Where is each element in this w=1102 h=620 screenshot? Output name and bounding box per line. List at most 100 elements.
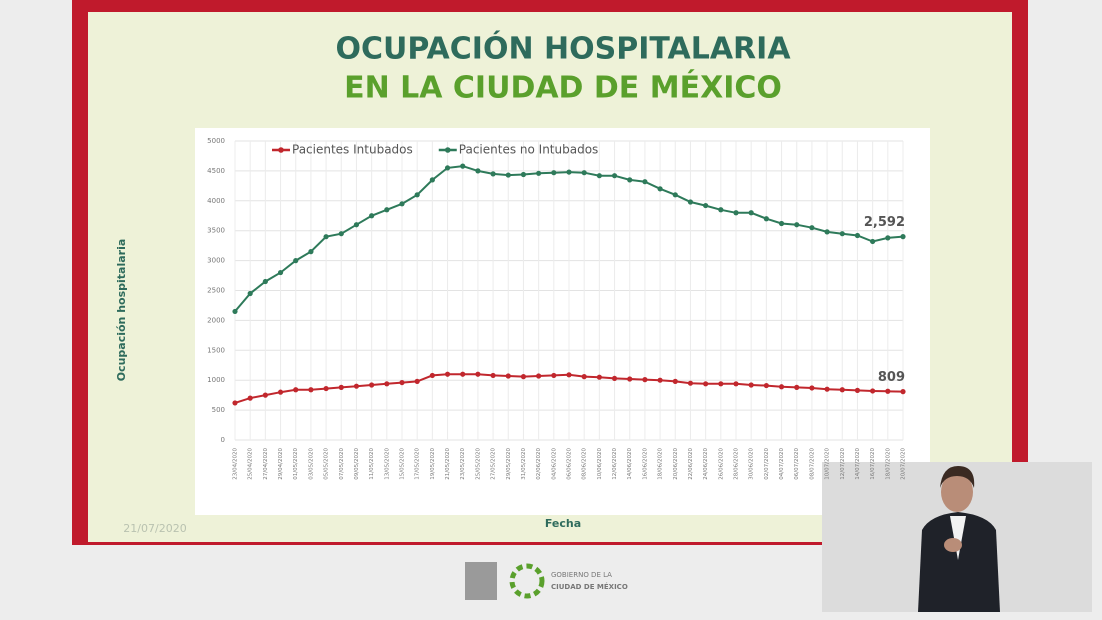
logo: GOBIERNO DE LA CIUDAD DE MÉXICO	[465, 562, 628, 600]
x-tick-label: 04/07/2020	[779, 448, 785, 480]
x-tick-label: 18/06/2020	[658, 448, 664, 480]
x-axis-label: Fecha	[545, 517, 581, 530]
data-point	[748, 382, 754, 388]
x-tick-label: 30/06/2020	[749, 448, 755, 480]
x-tick-label: 14/07/2020	[855, 448, 861, 480]
data-point	[505, 373, 511, 379]
data-point	[247, 395, 253, 401]
data-point	[748, 210, 754, 216]
data-point	[475, 371, 481, 377]
interpreter-video	[822, 462, 1092, 612]
data-point	[839, 387, 845, 393]
data-point	[642, 179, 648, 185]
person-hair	[940, 466, 975, 488]
data-point	[839, 231, 845, 237]
data-point	[460, 371, 466, 377]
data-point	[414, 378, 420, 384]
x-tick-label: 23/05/2020	[460, 448, 466, 480]
data-point	[384, 207, 390, 213]
x-tick-label: 29/05/2020	[506, 448, 512, 480]
data-point	[870, 388, 876, 394]
data-point	[444, 165, 451, 171]
x-tick-label: 10/07/2020	[825, 448, 831, 480]
x-tick-label: 17/05/2020	[415, 448, 421, 480]
x-tick-label: 01/05/2020	[293, 448, 299, 480]
y-tick-label: 500	[212, 406, 225, 414]
data-point	[490, 171, 496, 177]
data-point	[596, 173, 602, 179]
x-tick-label: 10/06/2020	[597, 448, 603, 480]
data-point	[627, 177, 633, 183]
x-tick-label: 11/05/2020	[369, 448, 375, 480]
y-tick-label: 2000	[207, 316, 225, 324]
data-point	[308, 249, 314, 255]
data-point	[520, 171, 527, 178]
data-point	[900, 389, 906, 395]
data-point	[642, 377, 648, 383]
x-tick-label: 13/05/2020	[384, 448, 390, 480]
data-point	[566, 169, 572, 175]
x-tick-label: 19/05/2020	[430, 448, 436, 480]
data-point	[369, 213, 375, 219]
data-point	[627, 376, 633, 382]
legend-label: Pacientes Intubados	[292, 143, 413, 157]
data-point	[672, 378, 678, 384]
data-point	[293, 387, 299, 393]
title-line: OCUPACIÓN HOSPITALARIA	[335, 30, 791, 67]
data-point	[399, 379, 405, 386]
data-label: 809	[878, 370, 905, 385]
slide-date: 21/07/2020	[123, 522, 186, 535]
x-tick-label: 06/06/2020	[567, 448, 573, 480]
person-hand	[944, 538, 962, 552]
data-point	[536, 373, 542, 379]
x-tick-label: 31/05/2020	[521, 448, 527, 480]
data-point	[733, 381, 739, 387]
data-point	[232, 400, 238, 406]
x-tick-label: 07/05/2020	[339, 448, 345, 480]
data-point	[687, 199, 694, 205]
data-point	[460, 163, 466, 169]
x-tick-label: 28/06/2020	[734, 448, 740, 480]
x-tick-label: 08/07/2020	[809, 448, 815, 480]
x-tick-label: 12/06/2020	[612, 448, 618, 480]
data-point	[277, 269, 284, 276]
data-point	[854, 387, 861, 393]
x-tick-label: 25/05/2020	[475, 448, 481, 480]
data-point	[763, 382, 769, 389]
x-tick-label: 20/06/2020	[673, 448, 679, 480]
data-point	[718, 381, 724, 387]
y-tick-label: 0	[221, 436, 225, 444]
data-point	[778, 384, 785, 390]
data-point	[505, 172, 511, 178]
y-tick-label: 4500	[207, 167, 225, 175]
data-point	[353, 222, 360, 228]
data-point	[809, 385, 815, 391]
chart-area	[195, 128, 930, 515]
x-tick-label: 25/04/2020	[248, 448, 254, 480]
data-point	[794, 384, 800, 390]
data-point	[703, 381, 709, 387]
data-point	[900, 234, 906, 240]
x-tick-label: 02/06/2020	[536, 448, 542, 480]
data-point	[611, 375, 618, 382]
data-point	[566, 372, 572, 378]
data-point	[581, 374, 587, 380]
data-point	[247, 290, 253, 297]
data-point	[703, 202, 709, 209]
data-point	[262, 278, 268, 285]
data-point	[338, 231, 344, 237]
data-point	[551, 170, 557, 176]
data-point	[490, 372, 496, 379]
x-tick-label: 03/05/2020	[308, 448, 314, 480]
data-point	[657, 377, 663, 383]
data-point	[672, 192, 678, 198]
data-point	[551, 372, 557, 379]
data-point	[824, 386, 830, 392]
x-tick-label: 15/05/2020	[400, 448, 406, 480]
y-tick-label: 1000	[207, 376, 225, 384]
y-tick-label: 3000	[207, 257, 225, 265]
data-point	[824, 229, 830, 235]
data-point	[718, 207, 724, 213]
